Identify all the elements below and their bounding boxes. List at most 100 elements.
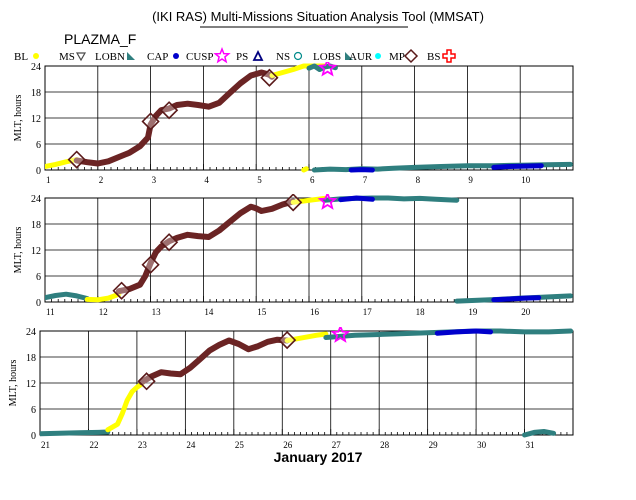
y-tick-label: 12 xyxy=(31,246,41,257)
legend-label: PS xyxy=(236,51,248,63)
legend-label: CAP xyxy=(147,51,168,63)
legend-item-aur: AUR xyxy=(349,51,381,63)
series-lobn xyxy=(522,429,557,438)
legend-item-ps: PS xyxy=(236,49,264,63)
series-mp xyxy=(73,69,275,167)
series-bl xyxy=(45,157,80,169)
y-tick-label: 6 xyxy=(36,140,41,151)
cross-icon xyxy=(442,49,456,63)
x-tick-label: 12 xyxy=(99,307,108,317)
panel-3: 21 22 23 24 25 26 27 28 29 30 31 0 6 12 18 24 MLT, hours xyxy=(8,327,574,450)
x-tick-label: 20 xyxy=(521,307,531,317)
legend-item-cap: CAP xyxy=(147,51,179,63)
y-axis-label: MLT, hours xyxy=(13,95,24,142)
series-cap xyxy=(491,295,542,303)
mission-label: PLAZMA_F xyxy=(64,31,136,47)
y-axis-label: MLT, hours xyxy=(8,360,19,407)
y-tick-label: 24 xyxy=(26,327,36,338)
series-lobn xyxy=(45,291,90,301)
x-tick-label: 1 xyxy=(46,175,51,185)
y-tick-label: 0 xyxy=(36,298,41,309)
x-tick-label: 16 xyxy=(310,307,320,317)
dot-icon xyxy=(173,53,179,59)
mp-marker xyxy=(137,372,156,391)
x-tick-label: 10 xyxy=(521,175,531,185)
legend-item-lobn: LOBN xyxy=(95,51,135,63)
x-tick-label: 28 xyxy=(380,440,390,450)
x-tick-label: 21 xyxy=(41,440,50,450)
y-tick-label: 0 xyxy=(31,431,36,442)
x-tick-label: 7 xyxy=(363,175,368,185)
legend-label: BS xyxy=(427,51,440,63)
y-tick-label: 0 xyxy=(36,166,41,177)
y-tick-label: 6 xyxy=(36,272,41,283)
series-bl xyxy=(105,381,145,433)
x-tick-label: 13 xyxy=(152,307,162,317)
y-tick-label: 24 xyxy=(31,194,41,205)
legend-item-mp: MP xyxy=(389,48,419,64)
mp-marker xyxy=(260,68,279,87)
x-tick-label: 29 xyxy=(429,440,439,450)
series-mp xyxy=(138,336,291,386)
x-tick-label: 26 xyxy=(283,440,293,450)
y-tick-label: 18 xyxy=(31,88,41,99)
x-tick-label: 2 xyxy=(99,175,104,185)
legend-item-ms: MS xyxy=(59,51,87,63)
x-tick-label: 11 xyxy=(46,307,55,317)
legend-item-ns: NS xyxy=(276,51,303,63)
y-tick-label: 24 xyxy=(31,62,41,73)
series-cap xyxy=(338,195,375,203)
legend-item-bs: BS xyxy=(427,49,456,63)
x-tick-label: 27 xyxy=(332,440,342,450)
x-tick-label: 14 xyxy=(204,307,214,317)
x-tick-label: 19 xyxy=(468,307,478,317)
legend: BL MS LOBN CAP CUSP PS NS LOBS AUR MP BS xyxy=(14,46,456,64)
star-icon xyxy=(213,46,231,64)
x-tick-label: 9 xyxy=(468,175,473,185)
x-tick-label: 25 xyxy=(235,440,245,450)
series-lobn xyxy=(40,429,111,437)
diamond-icon xyxy=(403,48,419,64)
series-mp xyxy=(115,198,297,295)
y-tick-label: 12 xyxy=(26,379,36,390)
x-tick-label: 3 xyxy=(152,175,157,185)
legend-label: CUSP xyxy=(186,51,214,63)
mp-marker xyxy=(141,112,160,131)
mp-marker xyxy=(112,281,131,300)
mp-marker xyxy=(284,194,303,212)
x-tick-label: 24 xyxy=(186,440,196,450)
triangle-up-icon xyxy=(252,49,264,61)
series-group xyxy=(45,62,573,173)
x-tick-label: 18 xyxy=(416,307,426,317)
y-axis-label: MLT, hours xyxy=(13,227,24,274)
mp-marker xyxy=(159,101,179,120)
x-tick-label: 31 xyxy=(526,440,535,450)
x-tick-label: 4 xyxy=(204,175,209,185)
legend-item-lobs: LOBS xyxy=(313,51,353,63)
series-cap xyxy=(434,328,494,336)
mp-marker xyxy=(67,150,86,169)
wedge-icon xyxy=(127,52,135,60)
mp-marker xyxy=(159,233,179,252)
cusp-marker xyxy=(330,327,351,343)
x-tick-label: 23 xyxy=(138,440,148,450)
y-tick-label: 12 xyxy=(31,114,41,125)
legend-item-bl: BL xyxy=(14,51,39,63)
chart-title: (IKI RAS) Multi-Missions Situation Analy… xyxy=(152,9,484,24)
series-group xyxy=(40,327,573,438)
x-axis-label: January 2017 xyxy=(274,449,363,465)
x-tick-label: 22 xyxy=(89,440,98,450)
panel-2: 11 12 13 14 15 16 17 18 19 20 0 6 12 18 24 MLT, hours xyxy=(13,194,574,317)
x-tick-label: 5 xyxy=(257,175,262,185)
legend-label: AUR xyxy=(349,51,373,63)
circle-icon xyxy=(293,51,303,61)
y-tick-label: 18 xyxy=(31,220,41,231)
legend-label: LOBN xyxy=(95,51,125,63)
x-tick-label: 15 xyxy=(257,307,267,317)
dot-icon xyxy=(375,53,381,59)
legend-label: MP xyxy=(389,51,405,63)
legend-label: LOBS xyxy=(313,51,341,63)
